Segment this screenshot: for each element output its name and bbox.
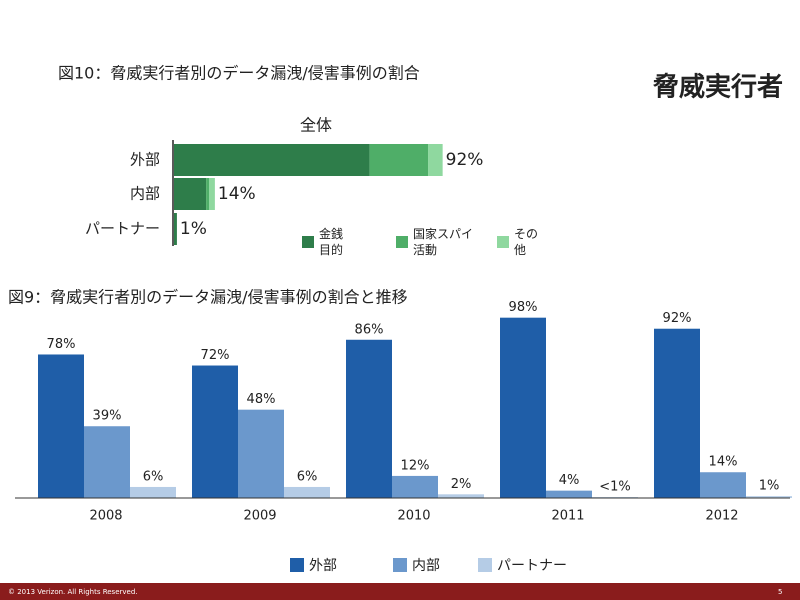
- bar: [654, 328, 700, 498]
- legend-swatch: [497, 236, 509, 248]
- data-label: 14%: [709, 455, 738, 470]
- x-tick-label: 2009: [243, 509, 276, 524]
- chart-title: 図10：脅威実行者別のデータ漏洩/侵害事例の割合: [58, 64, 420, 83]
- data-label: 48%: [247, 392, 276, 407]
- data-label: 98%: [509, 300, 538, 315]
- x-tick-label: 2012: [705, 509, 738, 524]
- legend-swatch: [393, 558, 407, 572]
- bar-segment: [174, 178, 207, 210]
- data-label: 86%: [355, 322, 384, 337]
- bar: [392, 475, 438, 498]
- legend-label: 国家スパイ活動: [413, 227, 474, 257]
- legend-label: 内部: [412, 558, 440, 574]
- data-label: 39%: [93, 409, 122, 424]
- legend-label: 外部: [309, 558, 337, 574]
- data-label: 14%: [218, 184, 256, 204]
- bar: [192, 365, 238, 498]
- bar-segment: [174, 213, 177, 245]
- footer-band: [0, 583, 800, 600]
- chart-title: 図9：脅威実行者別のデータ漏洩/侵害事例の割合と推移: [8, 288, 408, 307]
- bar-segment: [369, 144, 429, 176]
- legend-label: その他: [514, 227, 539, 257]
- data-label: 1%: [759, 479, 780, 494]
- legend-swatch: [302, 236, 314, 248]
- bar: [238, 409, 284, 498]
- y-tick-label: 内部: [130, 185, 160, 203]
- data-label: 92%: [663, 311, 692, 326]
- bar: [438, 494, 484, 498]
- data-label: 4%: [559, 473, 580, 488]
- bar-segment: [209, 178, 215, 210]
- data-label: 12%: [401, 458, 430, 473]
- legend-label: 金銭目的: [319, 227, 344, 257]
- footer-text: © 2013 Verizon. All Rights Reserved.: [8, 588, 138, 596]
- slide-title: 脅威実行者: [652, 72, 783, 103]
- data-label: 78%: [47, 337, 76, 352]
- legend-swatch: [478, 558, 492, 572]
- data-label: 6%: [297, 469, 318, 484]
- bar: [746, 496, 792, 498]
- page-number: 5: [778, 588, 782, 596]
- bar: [346, 339, 392, 498]
- legend-swatch: [290, 558, 304, 572]
- y-tick-label: パートナー: [85, 220, 160, 238]
- data-label: 1%: [180, 219, 207, 239]
- data-label: 6%: [143, 469, 164, 484]
- chart-subtitle: 全体: [300, 116, 332, 135]
- bar: [38, 354, 84, 498]
- x-tick-label: 2008: [89, 509, 122, 524]
- bar-segment: [206, 178, 210, 210]
- x-tick-label: 2010: [397, 509, 430, 524]
- bar: [500, 317, 546, 498]
- bar: [546, 490, 592, 498]
- bar: [130, 486, 176, 498]
- data-label: <1%: [599, 480, 631, 495]
- legend-label: パートナー: [497, 558, 567, 574]
- data-label: 72%: [201, 348, 230, 363]
- y-tick-label: 外部: [130, 151, 160, 169]
- data-label: 92%: [446, 150, 484, 170]
- data-label: 2%: [451, 477, 472, 492]
- x-tick-label: 2011: [551, 509, 584, 524]
- bar: [84, 426, 130, 498]
- bar: [284, 486, 330, 498]
- bar-segment: [428, 144, 443, 176]
- bar: [700, 472, 746, 498]
- bar-segment: [174, 144, 370, 176]
- legend-swatch: [396, 236, 408, 248]
